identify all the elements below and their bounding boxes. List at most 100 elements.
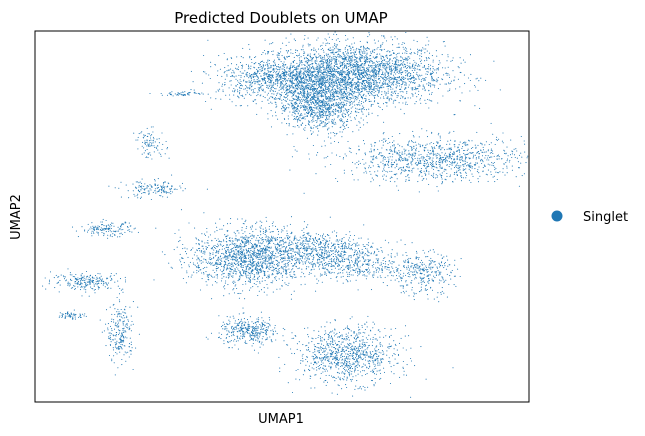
data-point (370, 91, 372, 94)
data-point (320, 60, 322, 62)
data-point (285, 44, 287, 46)
data-point (363, 81, 365, 83)
data-point (398, 154, 400, 156)
data-point (333, 140, 336, 143)
data-point (319, 67, 321, 69)
data-point (390, 66, 392, 68)
data-point (388, 69, 391, 71)
data-point (325, 103, 328, 105)
data-point (349, 65, 351, 67)
data-point (360, 110, 363, 112)
data-point (332, 78, 334, 80)
data-point (285, 58, 287, 60)
data-point (414, 86, 416, 88)
data-point (350, 53, 352, 55)
data-point (337, 86, 339, 88)
data-point (368, 70, 370, 72)
data-point (382, 55, 384, 57)
data-point (322, 74, 324, 76)
data-point (418, 175, 420, 177)
data-point (316, 103, 318, 105)
data-point (224, 67, 226, 69)
data-point (263, 61, 265, 63)
data-point (270, 66, 272, 68)
data-point (336, 67, 339, 69)
data-point (335, 133, 337, 135)
data-point (487, 163, 489, 165)
data-point (477, 178, 479, 180)
data-point (301, 80, 303, 82)
data-point (401, 63, 403, 65)
data-point (326, 114, 329, 117)
data-point (426, 71, 428, 73)
data-point (358, 71, 360, 73)
data-point (366, 91, 368, 93)
data-point (381, 62, 383, 64)
data-point (373, 68, 375, 70)
data-point (395, 86, 397, 88)
data-point (287, 118, 289, 120)
data-point (303, 96, 305, 98)
data-point (308, 105, 310, 107)
data-point (379, 82, 381, 84)
data-point (352, 37, 354, 39)
data-point (449, 157, 451, 159)
data-point (371, 89, 373, 91)
data-point (331, 68, 333, 70)
data-point (360, 72, 362, 74)
data-point (439, 164, 441, 166)
data-point (267, 92, 269, 94)
data-point (409, 66, 411, 68)
data-point (290, 82, 292, 84)
data-point (320, 61, 322, 63)
data-point (215, 98, 217, 100)
data-point (377, 67, 379, 69)
data-point (279, 98, 281, 101)
data-point (297, 96, 299, 98)
data-point (271, 102, 273, 104)
data-point (316, 88, 318, 90)
data-point (425, 77, 427, 79)
data-point (385, 61, 387, 63)
data-point (338, 91, 340, 93)
data-point (394, 65, 396, 67)
data-point (426, 59, 428, 61)
data-point (315, 60, 317, 62)
data-point (434, 84, 436, 86)
data-point (344, 55, 346, 57)
data-point (325, 44, 327, 46)
data-point (334, 109, 336, 111)
data-point (264, 71, 266, 73)
data-point (332, 70, 334, 72)
data-point (348, 101, 350, 103)
data-point (205, 73, 207, 75)
data-point (309, 72, 311, 74)
data-point (343, 106, 345, 108)
data-point (405, 57, 407, 59)
data-point (323, 140, 325, 142)
data-point (337, 105, 340, 107)
data-point (361, 64, 363, 66)
data-point (413, 79, 415, 81)
data-point (352, 55, 354, 57)
data-point (331, 94, 333, 96)
data-point (291, 81, 293, 83)
data-point (328, 69, 331, 71)
data-point (443, 40, 445, 43)
data-point (328, 36, 330, 38)
data-point (373, 87, 375, 89)
data-point (340, 49, 342, 51)
data-point (418, 90, 420, 92)
data-point (385, 70, 387, 72)
data-point (324, 71, 326, 73)
data-point (331, 88, 333, 91)
data-point (280, 77, 282, 79)
data-point (377, 82, 379, 84)
data-point (353, 73, 355, 76)
data-point (436, 176, 438, 179)
data-point (299, 96, 301, 99)
data-point (245, 73, 247, 75)
data-point (400, 67, 402, 69)
data-point (371, 94, 373, 96)
data-point (337, 87, 339, 89)
